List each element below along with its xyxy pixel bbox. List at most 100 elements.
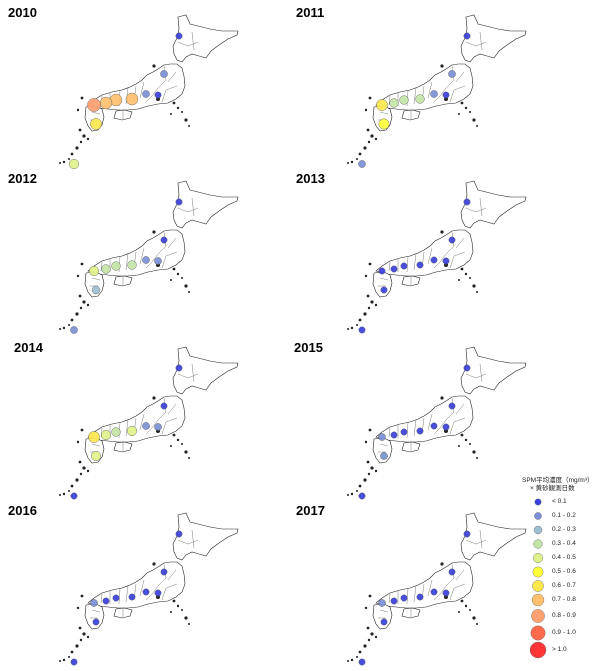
legend-item: 0.8 - 0.9 bbox=[522, 608, 598, 625]
island bbox=[366, 294, 370, 298]
prefecture-border bbox=[151, 253, 159, 263]
land-outline bbox=[460, 346, 527, 395]
prefecture-border bbox=[433, 593, 441, 601]
island bbox=[68, 158, 70, 160]
prefecture-border bbox=[145, 427, 153, 435]
island bbox=[356, 324, 358, 326]
island bbox=[374, 469, 378, 473]
prefecture-border bbox=[165, 417, 178, 423]
legend-swatch bbox=[531, 593, 545, 607]
prefecture-border bbox=[465, 373, 487, 379]
legend-item: > 1.0 bbox=[522, 641, 598, 659]
land-outline bbox=[460, 14, 527, 63]
legend-swatch-circle bbox=[532, 566, 544, 578]
legend-swatch-circle bbox=[529, 641, 547, 659]
land-outline bbox=[372, 603, 393, 630]
legend-label: 0.5 - 0.6 bbox=[552, 568, 576, 575]
island bbox=[176, 438, 180, 442]
island bbox=[476, 457, 478, 459]
prefecture-border bbox=[388, 593, 391, 604]
japan-map bbox=[59, 512, 239, 666]
legend-item: < 0.1 bbox=[522, 496, 598, 510]
legend-item: 0.3 - 0.4 bbox=[522, 538, 598, 552]
marker-kanto bbox=[154, 423, 162, 431]
japan-map bbox=[59, 346, 239, 500]
island bbox=[76, 274, 80, 278]
island bbox=[59, 162, 61, 164]
legend-swatch-circle bbox=[531, 609, 545, 623]
island bbox=[86, 469, 90, 473]
marker-hokkaido bbox=[463, 530, 471, 538]
legend-swatch bbox=[530, 625, 546, 641]
island bbox=[75, 478, 79, 482]
island bbox=[374, 137, 378, 141]
island bbox=[440, 64, 444, 68]
marker-tohoku bbox=[160, 70, 168, 78]
island bbox=[476, 623, 478, 625]
legend-swatch-circle bbox=[533, 525, 543, 535]
island bbox=[368, 428, 372, 432]
island bbox=[86, 303, 90, 307]
marker-okinawa bbox=[70, 658, 78, 666]
prefecture-border bbox=[413, 87, 417, 105]
island bbox=[364, 108, 368, 112]
marker-tohoku bbox=[160, 568, 168, 576]
marker-kinki bbox=[415, 94, 425, 104]
island bbox=[181, 609, 183, 611]
prefecture-border bbox=[379, 111, 389, 115]
island bbox=[374, 303, 378, 307]
marker-kanto bbox=[154, 257, 162, 265]
island bbox=[440, 562, 444, 566]
prefecture-border bbox=[379, 277, 389, 281]
island bbox=[86, 137, 90, 141]
marker-chugoku bbox=[111, 261, 121, 271]
island bbox=[68, 490, 70, 492]
prefecture-border bbox=[91, 277, 101, 281]
marker-kyushu_n bbox=[88, 265, 99, 276]
island bbox=[368, 594, 372, 598]
land-outline bbox=[172, 346, 239, 395]
prefecture-border bbox=[427, 579, 433, 597]
marker-okinawa bbox=[358, 326, 366, 334]
prefecture-border bbox=[100, 261, 103, 272]
prefecture-border bbox=[167, 403, 177, 415]
prefecture-border bbox=[453, 583, 466, 589]
prefecture-border bbox=[91, 443, 101, 447]
land-outline bbox=[460, 512, 527, 561]
marker-okinawa bbox=[70, 326, 78, 334]
map-panel-2017: 2017 bbox=[294, 500, 554, 666]
land-outline bbox=[460, 180, 527, 229]
island bbox=[364, 274, 368, 278]
island bbox=[364, 606, 368, 610]
marker-tohoku bbox=[160, 402, 168, 410]
island bbox=[78, 128, 82, 132]
island bbox=[368, 96, 372, 100]
island bbox=[366, 128, 370, 132]
year-label-2013: 2013 bbox=[296, 171, 325, 186]
island bbox=[76, 606, 80, 610]
marker-tohoku bbox=[448, 402, 456, 410]
map-panel-2012: 2012 bbox=[6, 168, 266, 334]
prefecture-border bbox=[406, 421, 409, 439]
prefecture-border bbox=[91, 609, 101, 613]
prefecture-border bbox=[413, 585, 417, 603]
marker-shikoku bbox=[390, 597, 398, 605]
marker-kyushu_n bbox=[88, 431, 100, 443]
island bbox=[170, 279, 172, 281]
legend-item: 0.6 - 0.7 bbox=[522, 580, 598, 594]
legend-swatch bbox=[534, 498, 542, 506]
map-panel-2010: 2010 bbox=[6, 2, 266, 169]
marker-kinki bbox=[416, 261, 424, 269]
marker-tokai bbox=[142, 90, 150, 98]
legend-swatch bbox=[532, 580, 544, 592]
year-label-2015: 2015 bbox=[294, 340, 323, 355]
legend-title: SPM平均濃度（mg/m³） bbox=[522, 477, 594, 484]
island bbox=[188, 623, 190, 625]
island bbox=[363, 478, 367, 482]
island bbox=[460, 101, 464, 105]
island bbox=[368, 262, 372, 266]
island bbox=[70, 650, 74, 654]
island bbox=[367, 306, 371, 310]
legend-swatch-circle bbox=[533, 539, 543, 549]
island bbox=[356, 656, 358, 658]
